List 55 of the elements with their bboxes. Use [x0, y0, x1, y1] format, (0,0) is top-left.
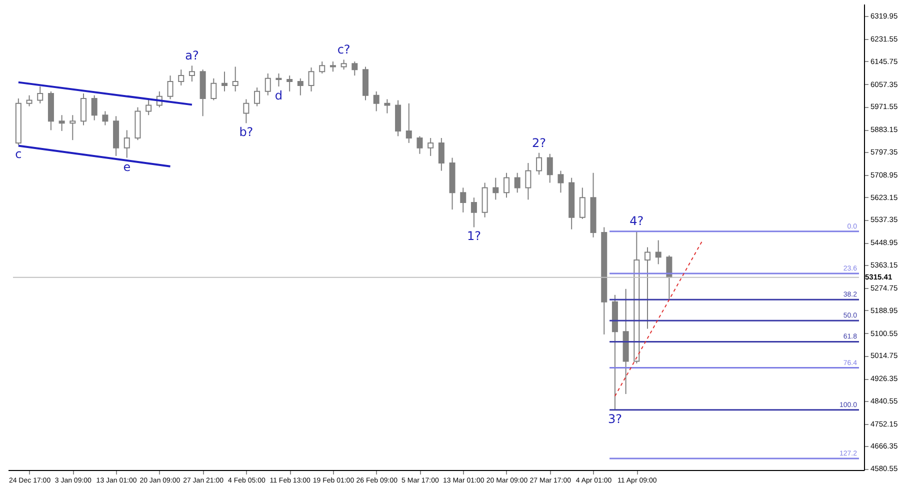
candlestick	[492, 177, 499, 200]
candlestick	[546, 153, 553, 184]
candlestick	[384, 98, 390, 114]
candlestick	[416, 136, 423, 154]
candlestick	[340, 59, 347, 70]
candlestick	[514, 172, 520, 194]
candlestick	[26, 94, 32, 107]
annotation: c?	[337, 42, 350, 57]
candlestick	[352, 61, 358, 76]
candlestick	[80, 93, 86, 126]
annotation: e	[123, 160, 131, 174]
candlestick	[222, 71, 228, 92]
candlestick	[210, 78, 217, 101]
candlestick	[460, 187, 466, 213]
candlestick	[438, 138, 444, 172]
candlestick	[254, 87, 260, 107]
candlestick	[470, 197, 477, 228]
annotation: 2?	[532, 136, 546, 150]
candlestick	[373, 90, 380, 112]
candlestick	[655, 240, 662, 265]
annotation: a?	[185, 48, 199, 63]
candlestick	[188, 65, 195, 82]
candlestick	[428, 138, 434, 156]
candlestick	[297, 78, 304, 96]
candlestick	[243, 98, 250, 124]
candlestick	[264, 72, 271, 96]
candlestick	[286, 75, 293, 92]
annotation: b?	[239, 125, 254, 140]
candlestick	[58, 114, 65, 132]
candlestick	[102, 110, 108, 126]
candlestick	[406, 102, 412, 144]
candlestick	[644, 246, 650, 330]
annotation: 3?	[608, 412, 622, 426]
candlestick	[167, 75, 174, 100]
annotation: c	[15, 147, 22, 162]
candlestick	[504, 172, 510, 198]
candlestick	[536, 152, 542, 176]
candlestick	[91, 94, 98, 121]
candlestick	[330, 61, 336, 72]
candlestick	[276, 72, 282, 87]
candlestick	[146, 98, 152, 116]
annotation: d	[274, 88, 283, 102]
annotation: 4?	[630, 214, 644, 228]
annotation: 1?	[466, 229, 481, 244]
candlestick	[178, 69, 184, 86]
candlestick	[308, 66, 314, 92]
candlestick	[525, 162, 532, 200]
candlestick	[37, 86, 44, 104]
candlestick	[319, 61, 326, 74]
candlestick	[558, 170, 564, 194]
candlestick	[124, 130, 130, 158]
candlestick	[579, 187, 586, 220]
candlestick	[666, 254, 672, 300]
candlestick	[232, 66, 238, 92]
candlestick	[70, 114, 76, 141]
